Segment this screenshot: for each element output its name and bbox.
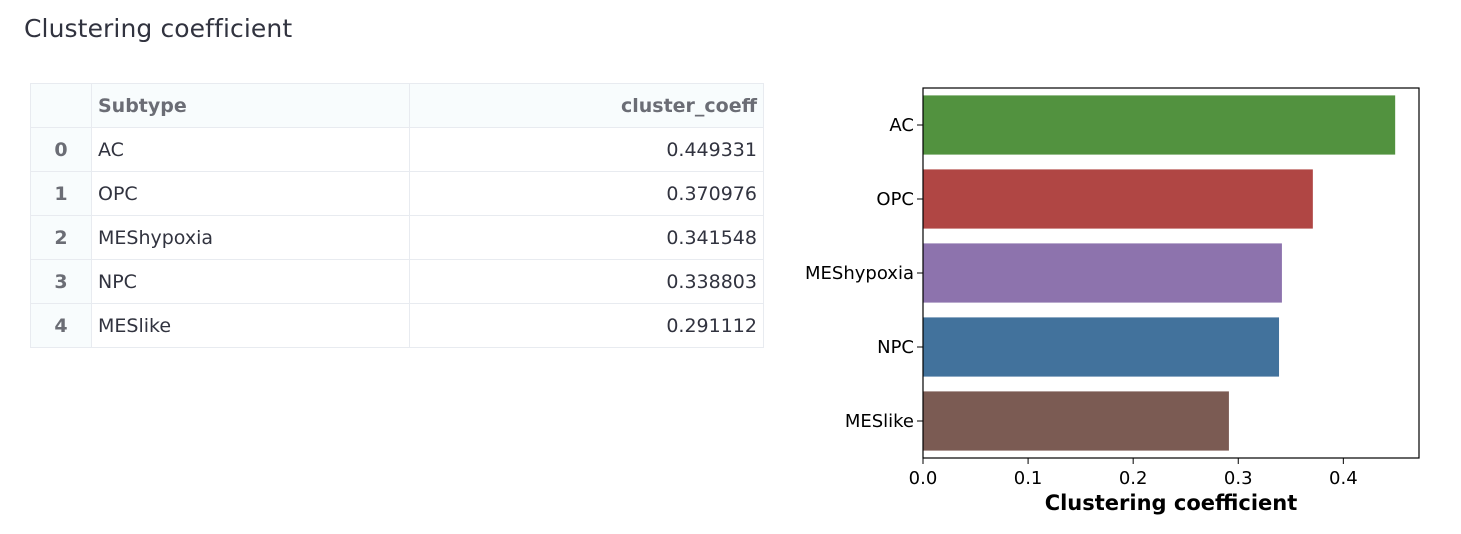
table-row: 0 AC 0.449331	[30, 127, 764, 172]
bar-ac	[923, 95, 1396, 155]
x-axis-label: Clustering coefficient	[1045, 491, 1298, 515]
clustering-coefficient-bar-chart: AC OPC MEShypoxia NPC MESlike 0.0 0.1 0.2 0.3 0.4…	[805, 87, 1420, 515]
subtype-cell[interactable]: OPC	[91, 171, 410, 216]
y-tick-label: NPC	[877, 337, 914, 358]
bar-meslike	[923, 391, 1229, 451]
x-tick-label: 0.4	[1329, 468, 1358, 489]
table-header-row: Subtype cluster_coeff	[30, 83, 764, 128]
subtype-cell[interactable]: MESlike	[91, 303, 410, 348]
page-title: Clustering coefficient	[24, 14, 293, 43]
cluster-coeff-cell[interactable]: 0.449331	[409, 127, 764, 172]
table-row: 4 MESlike 0.291112	[30, 303, 764, 348]
x-tick-label: 0.1	[1014, 468, 1043, 489]
bar-opc	[923, 169, 1313, 229]
subtype-cell[interactable]: AC	[91, 127, 410, 172]
table-row: 3 NPC 0.338803	[30, 259, 764, 304]
index-column-header[interactable]	[30, 83, 92, 128]
plot-frame	[922, 87, 1420, 459]
cluster-coeff-cell[interactable]: 0.341548	[409, 215, 764, 260]
x-tick-label: 0.3	[1224, 468, 1253, 489]
cluster-coeff-column-header[interactable]: cluster_coeff	[409, 83, 764, 128]
bar-meshypoxia	[923, 243, 1282, 303]
row-index[interactable]: 1	[30, 171, 92, 216]
x-tick-label: 0.0	[909, 468, 938, 489]
bar-npc	[923, 317, 1280, 377]
subtype-cell[interactable]: MEShypoxia	[91, 215, 410, 260]
cluster-coeff-cell[interactable]: 0.291112	[409, 303, 764, 348]
table-row: 2 MEShypoxia 0.341548	[30, 215, 764, 260]
dataframe-table[interactable]: Subtype cluster_coeff 0 AC 0.449331 1 OP…	[30, 83, 764, 348]
cluster-coeff-cell[interactable]: 0.338803	[409, 259, 764, 304]
y-tick-label: AC	[889, 115, 914, 136]
y-tick-label: OPC	[876, 189, 914, 210]
row-index[interactable]: 4	[30, 303, 92, 348]
x-tick-label: 0.2	[1119, 468, 1148, 489]
row-index[interactable]: 2	[30, 215, 92, 260]
table-row: 1 OPC 0.370976	[30, 171, 764, 216]
row-index[interactable]: 0	[30, 127, 92, 172]
cluster-coeff-cell[interactable]: 0.370976	[409, 171, 764, 216]
y-tick-label: MESlike	[845, 411, 914, 432]
y-tick-label: MEShypoxia	[805, 263, 914, 284]
subtype-column-header[interactable]: Subtype	[91, 83, 410, 128]
subtype-cell[interactable]: NPC	[91, 259, 410, 304]
row-index[interactable]: 3	[30, 259, 92, 304]
